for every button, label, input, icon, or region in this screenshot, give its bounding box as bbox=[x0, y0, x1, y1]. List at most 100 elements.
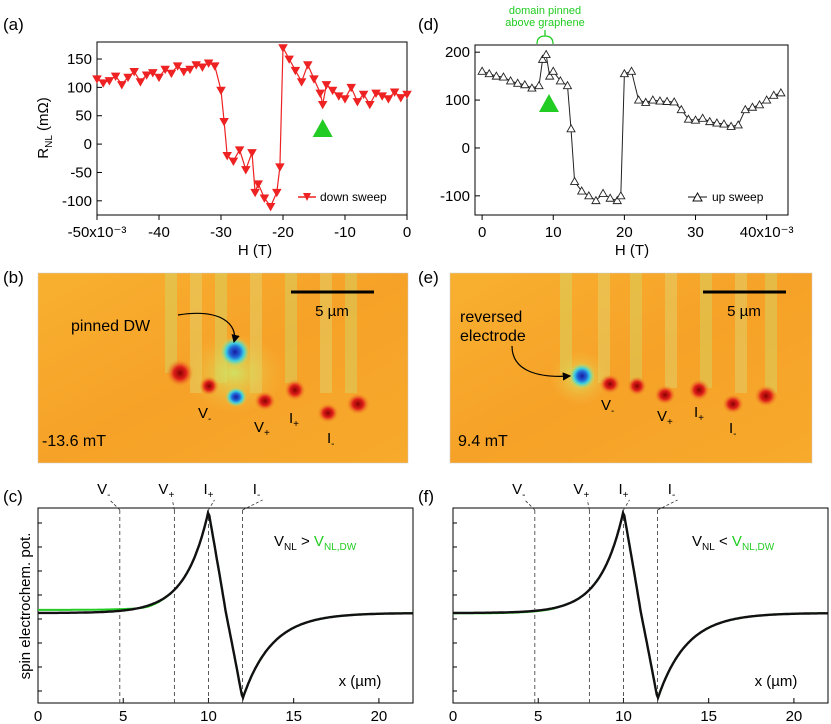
x-tick-label: 30 bbox=[687, 224, 704, 241]
data-point bbox=[296, 78, 307, 87]
data-point bbox=[537, 54, 548, 63]
data-point bbox=[275, 163, 285, 172]
chart-d-frame bbox=[474, 44, 789, 216]
image-e-contact-spot bbox=[654, 385, 676, 405]
image-e-contact-spot bbox=[688, 379, 710, 401]
data-point bbox=[616, 190, 626, 200]
contact-label: I- bbox=[668, 481, 676, 501]
image-e-contact-labels: V- V+ I+ I- bbox=[601, 397, 737, 440]
image-b-label-v-plus: V+ bbox=[254, 419, 270, 439]
image-e-contact-spot bbox=[722, 394, 744, 414]
chart-d-y-axis: -100 0 100 200 bbox=[440, 44, 480, 205]
chart-f-series-black bbox=[453, 509, 829, 702]
y-tick-label: -100 bbox=[62, 193, 92, 210]
image-e-scalebar-label: 5 µm bbox=[727, 303, 761, 320]
data-point bbox=[222, 151, 232, 161]
data-point bbox=[591, 195, 601, 205]
chart-c-series-black bbox=[38, 509, 414, 702]
x-tick-label: 10 bbox=[545, 224, 562, 241]
data-point bbox=[117, 81, 127, 90]
data-point bbox=[555, 76, 566, 85]
contact-label: V+ bbox=[158, 481, 174, 501]
data-point bbox=[104, 77, 115, 86]
chart-f-y-axis bbox=[453, 522, 457, 692]
image-e-kerr-map bbox=[450, 273, 812, 463]
chart-d-series bbox=[477, 49, 786, 205]
image-e-contact-spot bbox=[627, 376, 647, 396]
data-point bbox=[544, 71, 555, 80]
chart-f-xlabel: x (µm) bbox=[755, 673, 798, 690]
data-point bbox=[640, 97, 651, 106]
data-point bbox=[247, 149, 257, 158]
chart-d-legend: up sweep bbox=[688, 190, 764, 204]
chart-d-green-marker bbox=[538, 94, 559, 112]
chart-a-legend-label: down sweep bbox=[320, 190, 387, 204]
y-tick-label: 0 bbox=[84, 136, 92, 153]
data-point bbox=[166, 69, 177, 79]
chart-d-annotation-brace bbox=[536, 30, 554, 45]
data-point bbox=[219, 117, 229, 127]
data-point bbox=[160, 65, 170, 75]
chart-a-series bbox=[92, 44, 412, 212]
data-point bbox=[148, 69, 158, 78]
contact-leader bbox=[586, 499, 590, 511]
image-b-annotation: pinned DW bbox=[71, 318, 151, 335]
data-point bbox=[290, 66, 301, 76]
chart-c-relation: VNL > VNL,DW bbox=[274, 533, 357, 553]
y-tick-label: 50 bbox=[75, 108, 92, 125]
image-e-label-i-plus: I+ bbox=[694, 404, 704, 424]
data-point bbox=[365, 100, 375, 110]
data-point bbox=[548, 66, 559, 75]
contact-leader bbox=[208, 499, 215, 511]
x-tick-label: 5 bbox=[119, 708, 127, 724]
data-point bbox=[253, 180, 263, 189]
data-point bbox=[92, 75, 102, 84]
data-point bbox=[389, 88, 400, 97]
image-b-contact-spot bbox=[317, 403, 339, 423]
y-tick-label: -50 bbox=[70, 164, 92, 181]
data-point bbox=[562, 80, 573, 90]
data-point bbox=[747, 102, 758, 111]
data-point bbox=[512, 78, 523, 87]
data-point bbox=[228, 157, 239, 167]
chart-c-xlabel: x (µm) bbox=[339, 673, 382, 690]
y-tick-label: 150 bbox=[67, 51, 92, 68]
data-point bbox=[704, 116, 715, 126]
chart-f-x-axis: 0 5 10 15 20 bbox=[449, 698, 802, 724]
data-point bbox=[98, 79, 108, 88]
image-e-annotation-line1: reversed bbox=[460, 309, 522, 326]
data-point bbox=[210, 62, 220, 71]
data-point bbox=[697, 113, 708, 122]
x-tick-label: 20 bbox=[371, 708, 388, 724]
image-e-reversed-electrode-spot bbox=[569, 363, 595, 389]
data-point bbox=[272, 188, 282, 198]
data-point bbox=[383, 95, 394, 104]
data-point bbox=[197, 63, 208, 72]
data-point bbox=[541, 49, 551, 59]
data-point bbox=[234, 146, 245, 155]
data-point bbox=[259, 194, 270, 203]
chart-c-y-axis bbox=[38, 522, 42, 692]
data-point bbox=[129, 68, 139, 77]
chart-d-xlabel: H (T) bbox=[615, 242, 649, 259]
image-e-electrode-stripes bbox=[560, 273, 777, 393]
chart-c-ylabel: spin electrochem. pot. bbox=[17, 533, 34, 680]
contact-leader bbox=[657, 499, 678, 511]
chart-d-annotation-line1: domain pinned bbox=[509, 5, 581, 17]
x-tick-label: -50x10⁻³ bbox=[68, 224, 127, 241]
data-point bbox=[334, 92, 344, 101]
image-e-label-v-minus: V- bbox=[601, 397, 614, 417]
image-b-label-v-minus: V- bbox=[198, 405, 211, 425]
data-point bbox=[776, 87, 786, 97]
image-b-kerr-map bbox=[38, 273, 408, 463]
data-point bbox=[179, 68, 189, 77]
data-point bbox=[303, 61, 313, 70]
image-b-annotation-arrow bbox=[177, 312, 240, 344]
x-tick-label: 0 bbox=[403, 224, 411, 241]
data-point bbox=[690, 115, 701, 124]
x-tick-label: -20 bbox=[272, 224, 294, 241]
panel-label-a: (a) bbox=[3, 15, 24, 34]
image-e-contact-spot bbox=[599, 374, 621, 394]
x-tick-label: -40 bbox=[148, 224, 170, 241]
